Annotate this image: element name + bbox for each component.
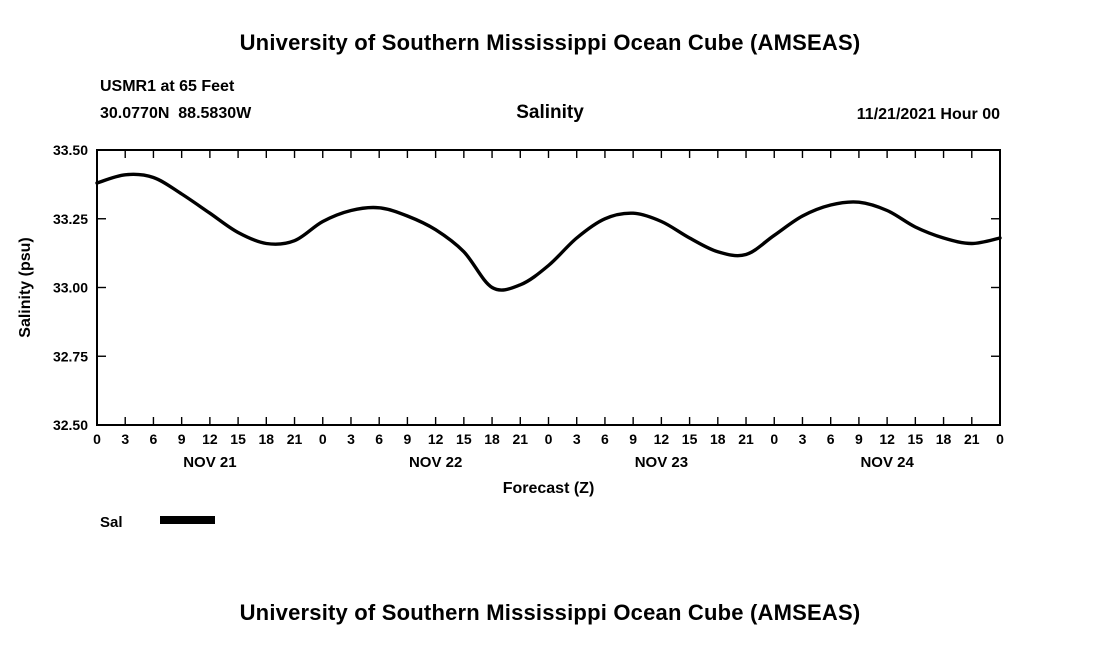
station-coordinates: 30.0770N 88.5830W: [100, 105, 252, 122]
x-tick-label: 18: [710, 431, 726, 447]
x-tick-label: 9: [404, 431, 412, 447]
x-tick-label: 21: [738, 431, 754, 447]
x-tick-label: 6: [375, 431, 383, 447]
y-tick-label: 32.75: [53, 348, 88, 364]
x-tick-label: 18: [259, 431, 275, 447]
x-tick-label: 6: [150, 431, 158, 447]
x-tick-label: 12: [654, 431, 670, 447]
legend-label: Sal: [100, 514, 123, 531]
page-title-bottom: University of Southern Mississippi Ocean…: [239, 600, 861, 625]
x-tick-label: 18: [936, 431, 952, 447]
y-tick-label: 33.00: [53, 280, 88, 296]
legend-swatch: [160, 516, 215, 524]
x-tick-label: 12: [202, 431, 218, 447]
x-tick-label: 18: [484, 431, 500, 447]
page-title-top: University of Southern Mississippi Ocean…: [239, 30, 861, 55]
x-tick-label: 21: [287, 431, 303, 447]
x-tick-label: 9: [629, 431, 637, 447]
forecast-datetime: 11/21/2021 Hour 00: [856, 106, 1000, 123]
x-tick-label: 12: [428, 431, 444, 447]
x-tick-label: 15: [682, 431, 698, 447]
x-tick-label: 21: [512, 431, 528, 447]
salinity-curve: [95, 172, 1002, 292]
x-tick-label: 3: [121, 431, 129, 447]
chart-title: Salinity: [516, 102, 584, 123]
day-label: NOV 23: [635, 454, 688, 471]
station-name-depth: USMR1 at 65 Feet: [100, 78, 235, 95]
x-tick-label: 0: [319, 431, 327, 447]
y-tick-label: 33.50: [53, 142, 88, 158]
x-tick-label: 15: [456, 431, 472, 447]
x-tick-label: 6: [827, 431, 835, 447]
salinity-chart: 0 3 6 9 12 15 18 21 0 3 6 9 12 15 18 21 0 3 6 9 12 15 18 21 0 3 6 9…: [17, 142, 1004, 531]
day-label: NOV 22: [409, 454, 462, 471]
x-tick-label: 0: [770, 431, 778, 447]
day-label: NOV 21: [183, 454, 236, 471]
x-tick-label: 12: [879, 431, 895, 447]
plot-frame: [96, 149, 1001, 426]
x-tick-label: 9: [855, 431, 863, 447]
x-tick-label: 9: [178, 431, 186, 447]
x-tick-label: 3: [573, 431, 581, 447]
x-axis-title: Forecast (Z): [503, 480, 595, 497]
x-tick-label: 15: [908, 431, 924, 447]
x-tick-label: 3: [799, 431, 807, 447]
x-tick-label: 0: [996, 431, 1004, 447]
x-tick-label: 0: [93, 431, 101, 447]
x-tick-label: 6: [601, 431, 609, 447]
x-tick-label: 3: [347, 431, 355, 447]
x-tick-label: 21: [964, 431, 980, 447]
x-tick-label: 15: [230, 431, 246, 447]
day-label: NOV 24: [860, 454, 914, 471]
y-tick-label: 33.25: [53, 211, 88, 227]
y-axis-title: Salinity (psu): [17, 237, 34, 337]
y-tick-label: 32.50: [53, 417, 88, 433]
x-tick-label: 0: [545, 431, 553, 447]
